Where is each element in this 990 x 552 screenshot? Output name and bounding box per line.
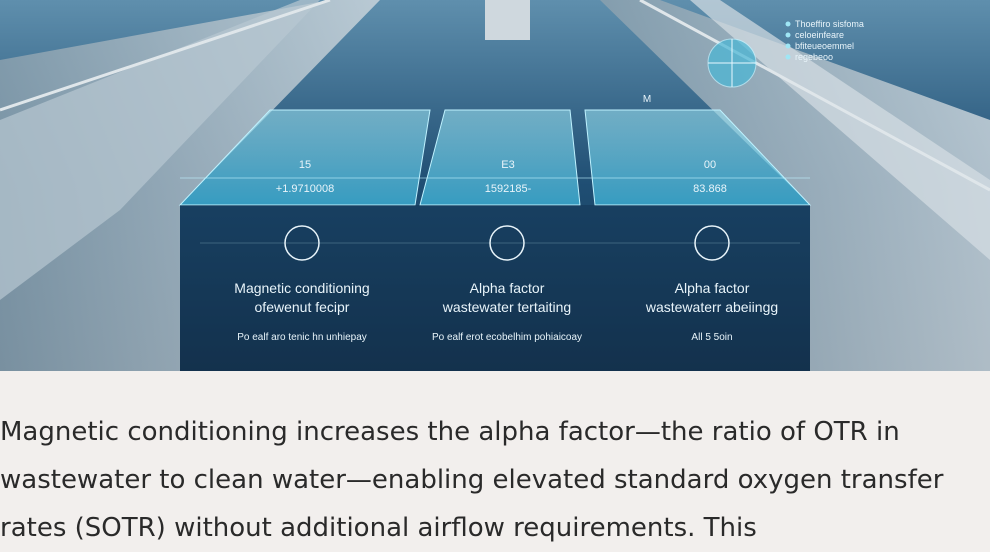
- legend-dot: [786, 44, 791, 49]
- legend-item: bfiteueoemmel: [795, 41, 854, 51]
- panel-tick: 15: [299, 159, 311, 171]
- legend-dot: [786, 33, 791, 38]
- body-paragraph: Magnetic conditioning increases the alph…: [0, 408, 985, 552]
- panel-caption: All 5 5oin: [691, 332, 732, 343]
- legend-dot: [786, 55, 791, 60]
- panel-title: Alpha factor: [675, 280, 750, 296]
- panel-title: Magnetic conditioning: [234, 280, 369, 296]
- panel-tick: 00: [704, 159, 716, 171]
- panel-caption: Po ealf aro tenic hn unhiepay: [237, 332, 367, 343]
- panel-caption: Po ealf erot ecobelhim pohiaicoay: [432, 332, 582, 343]
- legend-item: Thoeffiro sisfoma: [795, 19, 864, 29]
- marker-label: M: [643, 94, 651, 105]
- panel-subtitle: wastewater tertaiting: [442, 299, 571, 315]
- hero-image: Thoeffiro sisfomaceloeinfearebfiteueoemm…: [0, 0, 990, 371]
- panel-title: Alpha factor: [470, 280, 545, 296]
- panel-subtitle: wastewaterr abeiingg: [645, 299, 778, 315]
- legend-dot: [786, 22, 791, 27]
- page: Thoeffiro sisfomaceloeinfearebfiteueoemm…: [0, 0, 990, 539]
- panel-tick: E3: [501, 159, 514, 171]
- legend-item: regebeoo: [795, 52, 833, 62]
- panel-subtitle: ofewenut fecipr: [255, 299, 350, 315]
- panel-reading: 83.868: [693, 183, 727, 195]
- legend-item: celoeinfeare: [795, 30, 844, 40]
- panel-reading: +1.9710008: [276, 183, 334, 195]
- panel-reading: 1592185-: [485, 183, 532, 195]
